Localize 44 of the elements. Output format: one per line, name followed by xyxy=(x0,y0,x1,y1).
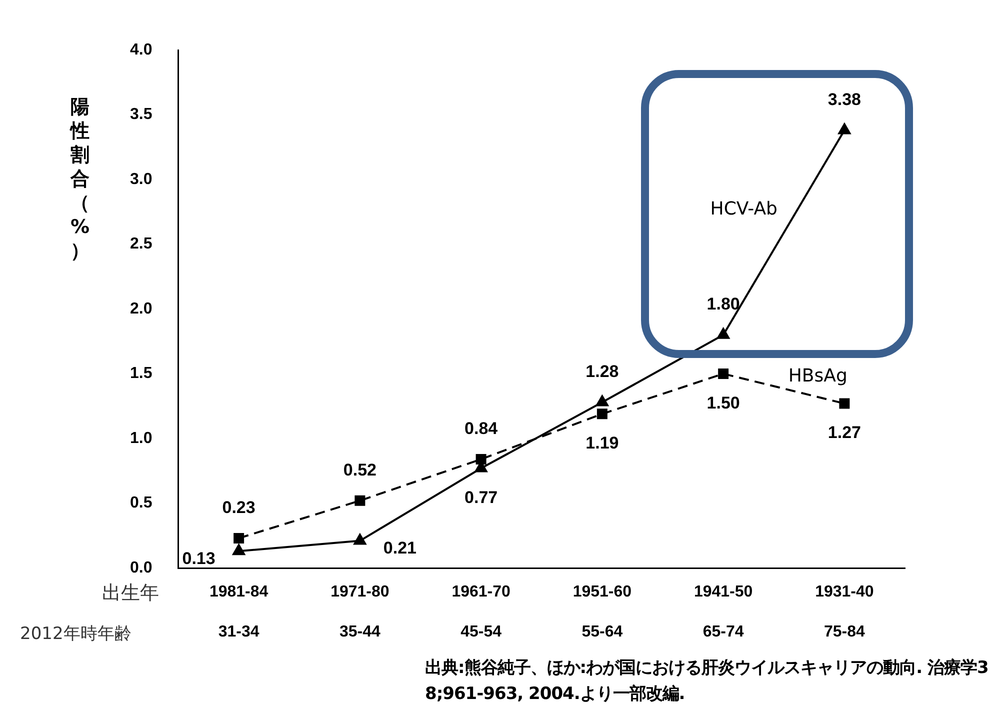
data-label: 1.80 xyxy=(706,294,740,314)
category-label: 1931-40 75-84 xyxy=(815,583,874,640)
source-note: 出典:熊谷純子、ほか:わが国における肝炎ウイルスキャリアの動向. 治療学38;961-963, 2004.より一部改編. xyxy=(425,657,990,706)
data-label: 0.77 xyxy=(464,488,498,507)
point xyxy=(232,544,245,556)
x-axis-title: 出生年 xyxy=(102,581,159,606)
series-label: HCV-Ab xyxy=(710,198,778,220)
point xyxy=(354,495,366,506)
y-tick-label: 1.0 xyxy=(130,430,152,447)
point xyxy=(717,328,730,339)
point xyxy=(838,123,851,134)
y-axis-title: 陽性割合（%） xyxy=(68,95,91,263)
data-label: 0.84 xyxy=(464,418,498,438)
y-tick-label: 0.0 xyxy=(130,559,152,576)
data-label: 0.23 xyxy=(222,498,256,517)
category-label: 1951-60 55-64 xyxy=(572,583,632,640)
data-label: 0.52 xyxy=(343,460,376,480)
series-label: HBsAg xyxy=(788,365,848,386)
data-label: 0.13 xyxy=(182,548,216,568)
data-label: 3.38 xyxy=(828,90,861,109)
category-label: 1981-84 31-34 xyxy=(209,583,268,640)
y-tick-label: 4.0 xyxy=(130,41,152,58)
y-tick-label: 2.0 xyxy=(130,300,152,318)
y-tick-label: 1.5 xyxy=(130,365,152,382)
data-label: 0.21 xyxy=(383,538,416,558)
data-label: 1.27 xyxy=(828,423,861,442)
y-tick-label: 3.0 xyxy=(130,170,152,188)
point xyxy=(596,408,608,420)
point xyxy=(839,398,850,409)
category-label: 1971-80 35-44 xyxy=(330,583,390,640)
point xyxy=(596,395,608,406)
category-label: 1941-50 65-74 xyxy=(694,583,753,640)
point xyxy=(354,534,366,545)
data-label: 1.28 xyxy=(586,362,619,381)
point xyxy=(476,454,486,464)
point xyxy=(234,532,244,544)
y-tick-label: 0.5 xyxy=(130,494,152,512)
y-tick-label: 2.5 xyxy=(130,236,152,253)
data-label: 1.50 xyxy=(706,393,740,412)
point xyxy=(718,368,729,379)
category-label: 1961-70 45-54 xyxy=(452,583,510,640)
text: 2012年時年齢 xyxy=(20,623,132,645)
y-tick-label: 3.5 xyxy=(130,106,152,124)
data-label: 1.19 xyxy=(586,434,619,453)
